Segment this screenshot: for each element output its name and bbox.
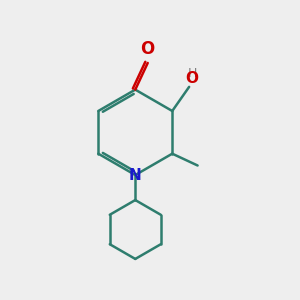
Text: O: O xyxy=(186,71,199,86)
Text: H: H xyxy=(188,68,197,80)
Text: O: O xyxy=(141,40,155,58)
Text: N: N xyxy=(129,167,142,182)
